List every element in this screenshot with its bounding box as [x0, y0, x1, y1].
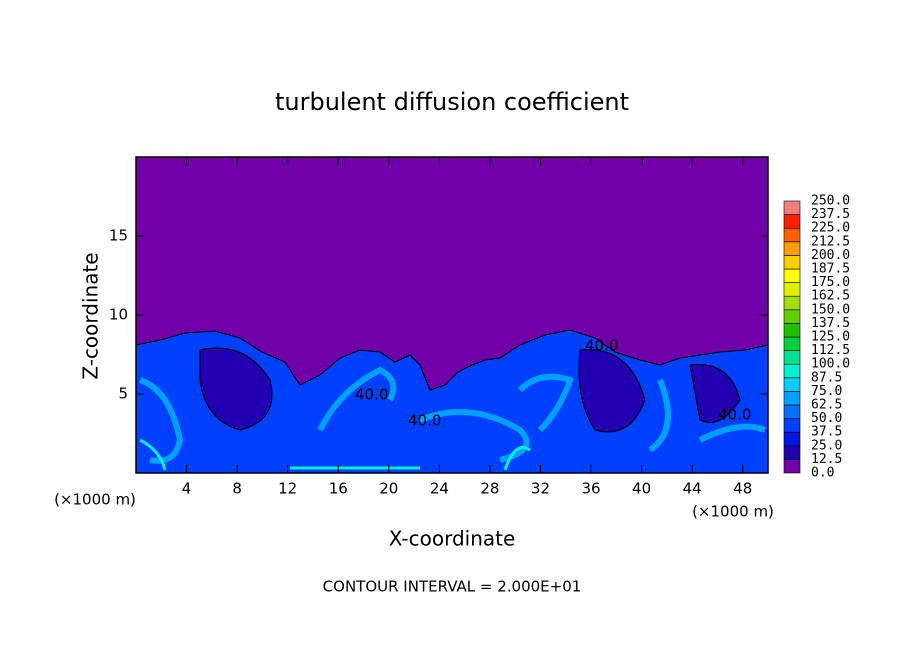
colorbar-label: 87.5	[811, 370, 842, 385]
colorbar-label: 100.0	[811, 357, 850, 372]
x-tick-label: 48	[733, 480, 752, 498]
colorbar-label: 12.5	[811, 452, 842, 467]
colorbar-box	[783, 200, 801, 215]
colorbar-label: 150.0	[811, 302, 850, 317]
contour-label: 40.0	[718, 406, 751, 424]
colorbar-label: 250.0	[811, 194, 850, 209]
contour-interval: CONTOUR INTERVAL = 2.000E+01	[323, 578, 582, 596]
x-tick-label: 12	[278, 480, 297, 498]
colorbar-label: 25.0	[811, 438, 842, 453]
contour-label: 40.0	[585, 337, 618, 355]
x-axis-label: X-coordinate	[389, 527, 516, 551]
x-tick-label: 44	[683, 480, 702, 498]
colorbar-box	[783, 418, 801, 433]
x-tick-label: 32	[531, 480, 550, 498]
colorbar-label: 0.0	[811, 466, 834, 481]
colorbar-label: 37.5	[811, 425, 842, 440]
x-tick-label: 4	[182, 480, 192, 498]
colorbar-box	[783, 459, 801, 474]
colorbar-label: 175.0	[811, 275, 850, 290]
x-tick-label: 28	[480, 480, 499, 498]
y-tick-label: 5	[118, 385, 128, 403]
colorbar-label: 112.5	[811, 343, 850, 358]
y-tick-label: 15	[109, 227, 128, 245]
x-tick-label: 36	[581, 480, 600, 498]
colorbar-label: 125.0	[811, 330, 850, 345]
colorbar-box	[783, 309, 801, 324]
colorbar-box	[783, 431, 801, 447]
colorbar-label: 162.5	[811, 289, 850, 304]
colorbar-label: 187.5	[811, 262, 850, 277]
colorbar-box	[783, 295, 801, 311]
colorbar-label: 75.0	[811, 384, 842, 399]
colorbar-label: 137.5	[811, 316, 850, 331]
y-axis-label: Z-coordinate	[79, 252, 103, 379]
dark-patch	[199, 347, 741, 433]
colorbar-box	[783, 350, 801, 365]
contour-label: 40.0	[355, 386, 388, 404]
cyan-streaks	[139, 438, 531, 471]
colorbar-box	[783, 214, 801, 229]
colorbar-label: 50.0	[811, 411, 842, 426]
colorbar-box	[783, 336, 801, 351]
colorbar-box	[783, 323, 801, 338]
colorbar-box	[783, 268, 801, 283]
colorbar-label: 62.5	[811, 398, 842, 413]
field	[135, 157, 769, 474]
colorbar-box	[783, 227, 801, 243]
y-tick-label: 10	[109, 306, 128, 324]
light-streaks	[138, 366, 767, 464]
colorbar-box	[783, 404, 801, 419]
colorbar-box	[783, 391, 801, 406]
colorbar-box	[783, 377, 801, 392]
colorbar-box	[783, 445, 801, 460]
contour-label: 40.0	[408, 412, 441, 430]
colorbar-box	[783, 255, 801, 270]
colorbar-box	[783, 282, 801, 297]
x-tick-label: 24	[430, 480, 449, 498]
colorbar-box	[783, 363, 801, 379]
x-unit-left: (×1000 m)	[54, 491, 136, 509]
colorbar-label: 225.0	[811, 221, 850, 236]
colorbar-label: 237.5	[811, 207, 850, 222]
x-tick-label: 20	[379, 480, 398, 498]
x-tick-label: 40	[632, 480, 651, 498]
colorbar-label: 200.0	[811, 248, 850, 263]
x-tick-label: 8	[232, 480, 242, 498]
x-tick-label: 16	[329, 480, 348, 498]
colorbar-label: 212.5	[811, 234, 850, 249]
chart-title: turbulent diffusion coefficient	[275, 88, 629, 116]
colorbar-box	[783, 241, 801, 256]
x-unit-right: (×1000 m)	[692, 503, 774, 521]
